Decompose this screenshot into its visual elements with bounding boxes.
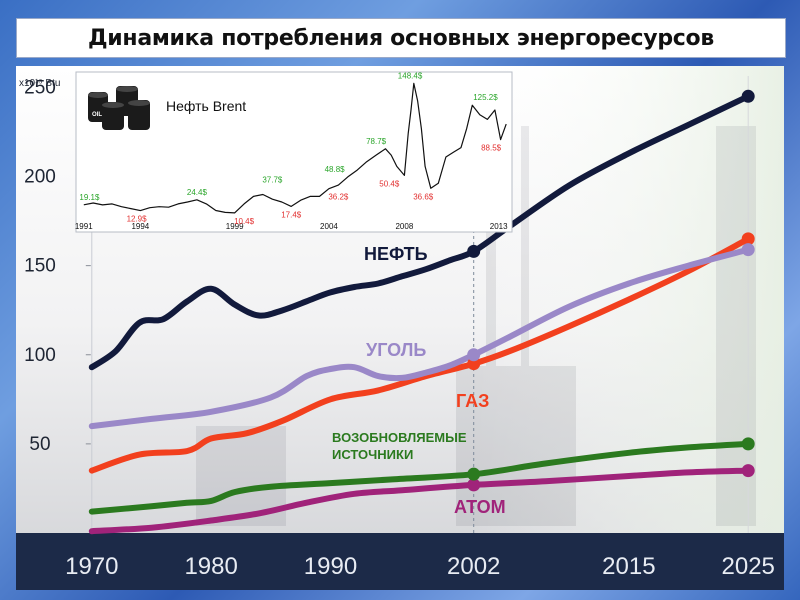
y-tick-label: 100 [24,345,56,366]
x-tick-label: 1980 [184,553,237,580]
point-renewables-2002 [467,467,481,481]
price-low-label: 50.4$ [379,179,400,188]
y-tick-label: 50 [29,434,50,455]
series-line-renewables [88,440,752,515]
page-title: Динамика потребления основных энергоресу… [88,25,714,51]
price-low-label: 36.2$ [328,193,349,202]
price-low-label: 88.5$ [481,144,502,153]
barrel-shape [102,102,124,130]
x-axis-band [16,533,784,590]
barrel-text: OIL [92,112,102,118]
inset-background [75,71,513,233]
x-tick-label: 2002 [447,553,500,580]
barrel-top [88,92,108,98]
price-peak-label: 24.4$ [187,188,208,197]
y-tick-label: 250 [24,77,56,98]
price-peak-label: 78.7$ [366,137,387,146]
point-renewables-2025 [741,437,755,451]
point-oil-2002 [467,244,481,258]
series-line-gas [88,235,752,474]
inset-x-tick-label: 2004 [320,222,338,231]
series-label-gas: ГАЗ [456,391,489,411]
barrel-top [128,100,150,106]
x-tick-label: 1990 [304,553,357,580]
x-tick-label: 2025 [722,553,775,580]
y-tick-label: 200 [24,167,56,188]
price-peak-label: 148.4$ [398,71,423,80]
x-tick-label: 2015 [602,553,655,580]
inset-title: Нефть Brent [166,98,246,114]
point-gas-2002 [467,357,481,371]
series-label-nuclear: АТОМ [454,497,506,517]
inset-x-tick-label: 1999 [226,222,244,231]
barrel-top [102,102,124,108]
barrel-top [116,86,138,92]
point-coal-2025 [741,243,755,257]
price-low-label: 10.4$ [234,217,255,226]
inset-x-tick-label: 2008 [395,222,413,231]
point-oil-2025 [741,89,755,103]
brent-price-line [83,82,507,214]
series-line-nuclear [88,467,752,535]
price-low-label: 17.4$ [281,210,302,219]
point-gas-2025 [741,232,755,246]
oil-barrels-icon: OIL [88,86,150,130]
inset-x-tick-label: 2013 [490,222,508,231]
price-low-label: 12.9$ [127,215,148,224]
y-axis-label: x10¹⁵ Btu [19,78,60,89]
point-nuclear-2002 [467,478,481,492]
price-peak-label: 37.7$ [262,175,283,184]
inset-brent-chart: OIL Нефть Brent 1991 1994 1999 2004 2008 2013 19… [75,71,513,233]
point-coal-2002 [467,348,481,362]
price-peak-label: 48.8$ [325,165,346,174]
point-nuclear-2025 [741,464,755,478]
series-label-renewables: ВОЗОБНОВЛЯЕМЫЕ ИСТОЧНИКИ [332,430,467,462]
price-peak-label: 125.2$ [473,93,498,102]
chart-panel: 50 100 150 200 250 x10¹⁵ Btu 1970 1980 1990 2002 2… [16,66,784,590]
series-label-oil: НЕФТЬ [364,244,428,264]
inset-x-tick-label: 1994 [131,222,149,231]
x-tick-label: 1970 [65,553,118,580]
series-line-oil [88,93,752,371]
barrel-shape [128,100,150,130]
title-box: Динамика потребления основных энергоресу… [16,18,786,58]
price-low-label: 36.6$ [413,192,434,201]
price-peak-label: 19.1$ [79,193,100,202]
series-line-coal [88,246,752,430]
y-tick-label: 150 [24,256,56,277]
inset-x-tick-label: 1991 [75,222,93,231]
series-label-coal: УГОЛЬ [366,340,426,360]
